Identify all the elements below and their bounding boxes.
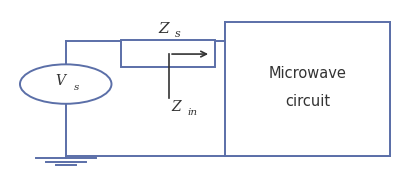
Text: Microwave: Microwave [268,66,345,81]
Text: Z: Z [158,22,168,36]
Bar [121,40,214,67]
Text: circuit: circuit [284,94,329,109]
Text: in: in [187,108,196,117]
Text: s: s [74,83,79,92]
Text: V: V [55,75,65,89]
Text: Z: Z [171,100,180,114]
Text: s: s [175,29,181,39]
Bar [224,22,389,156]
